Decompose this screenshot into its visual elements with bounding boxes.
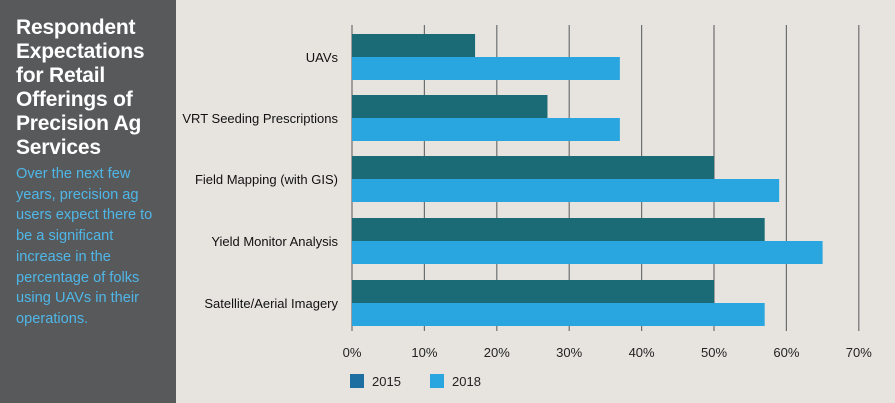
bar-2018-0 xyxy=(352,57,620,80)
x-tick-label: 0% xyxy=(343,345,362,360)
x-tick-label: 50% xyxy=(701,345,727,360)
category-label: VRT Seeding Prescriptions xyxy=(182,111,338,126)
bar-2015-2 xyxy=(352,156,714,179)
bar-2015-1 xyxy=(352,95,548,118)
sidebar-panel: Respondent Expectations for Retail Offer… xyxy=(0,0,176,403)
category-label: Yield Monitor Analysis xyxy=(211,234,338,249)
bar-2018-1 xyxy=(352,118,620,141)
x-tick-label: 10% xyxy=(411,345,437,360)
x-tick-label: 40% xyxy=(629,345,655,360)
x-tick-label: 20% xyxy=(484,345,510,360)
chart-description: Over the next few years, precision ag us… xyxy=(16,166,153,327)
category-label: Field Mapping (with GIS) xyxy=(195,172,338,187)
category-label: Satellite/Aerial Imagery xyxy=(204,296,338,311)
legend-label-2018: 2018 xyxy=(452,374,481,389)
bar-2018-2 xyxy=(352,179,780,202)
legend-label-2015: 2015 xyxy=(372,374,401,389)
bar-2015-4 xyxy=(352,280,714,303)
bar-2015-3 xyxy=(352,218,765,241)
x-tick-label: 70% xyxy=(846,345,872,360)
x-tick-label: 30% xyxy=(556,345,582,360)
bar-2015-0 xyxy=(352,34,476,57)
bar-chart: UAVs VRT Seeding Prescriptions Field Mappi… xyxy=(176,0,895,403)
bar-2018-4 xyxy=(352,303,765,326)
chart-title: Respondent Expectations for Retail Offer… xyxy=(16,16,145,159)
legend-swatch-2018 xyxy=(430,374,444,388)
x-tick-label: 60% xyxy=(773,345,799,360)
category-label: UAVs xyxy=(306,50,339,65)
chart-svg: UAVs VRT Seeding Prescriptions Field Mappi… xyxy=(182,25,872,389)
bar-2018-3 xyxy=(352,241,823,264)
legend-swatch-2015 xyxy=(350,374,364,388)
